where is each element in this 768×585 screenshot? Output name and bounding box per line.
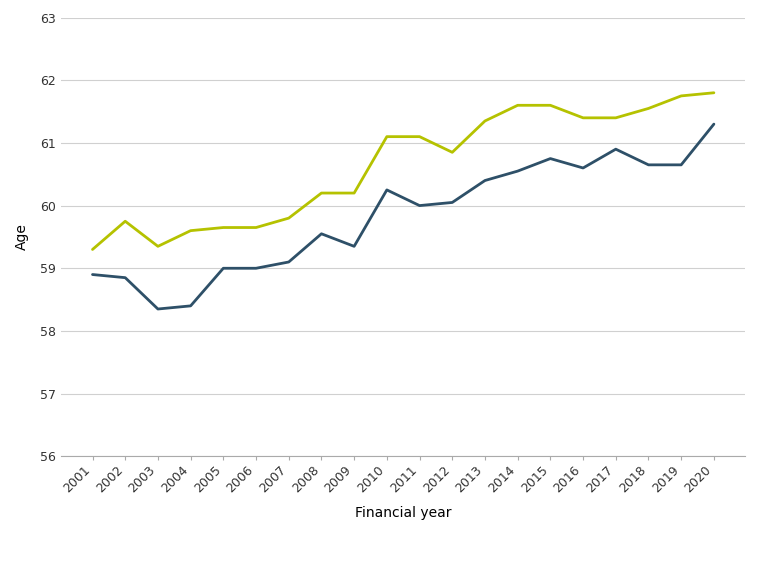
Line: Women: Women (92, 124, 714, 309)
Women (349, 243, 359, 250)
Women (578, 164, 588, 171)
Men (284, 215, 293, 222)
Men (219, 224, 228, 231)
Women (644, 161, 653, 168)
Women (710, 121, 719, 128)
Men (251, 224, 260, 231)
Women (317, 230, 326, 238)
Women (121, 274, 130, 281)
Women (480, 177, 489, 184)
Women (186, 302, 195, 309)
Women (382, 187, 392, 194)
Men (186, 227, 195, 234)
Women (251, 265, 260, 272)
Men (154, 243, 163, 250)
Men (317, 190, 326, 197)
Men (546, 102, 555, 109)
Men (121, 218, 130, 225)
Men (88, 246, 97, 253)
Women (415, 202, 424, 209)
Men (415, 133, 424, 140)
Women (677, 161, 686, 168)
X-axis label: Financial year: Financial year (355, 506, 452, 520)
Men (644, 105, 653, 112)
Y-axis label: Age: Age (15, 223, 28, 250)
Men (578, 114, 588, 121)
Men (382, 133, 392, 140)
Women (284, 259, 293, 266)
Women (219, 265, 228, 272)
Women (88, 271, 97, 278)
Women (611, 146, 621, 153)
Men (677, 92, 686, 99)
Women (546, 155, 555, 162)
Men (480, 118, 489, 125)
Women (154, 305, 163, 312)
Women (513, 168, 522, 175)
Line: Men: Men (92, 93, 714, 249)
Men (513, 102, 522, 109)
Women (448, 199, 457, 206)
Men (710, 90, 719, 97)
Men (611, 114, 621, 121)
Men (448, 149, 457, 156)
Men (349, 190, 359, 197)
